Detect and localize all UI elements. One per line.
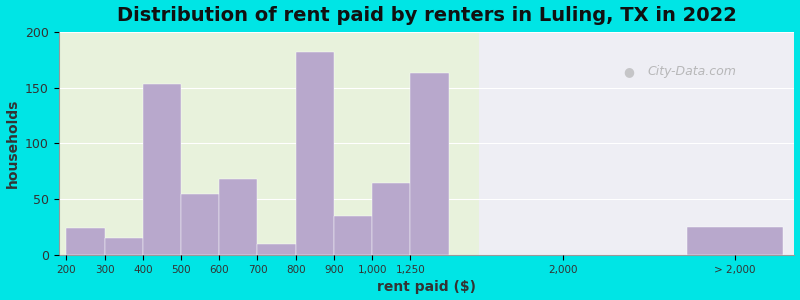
Text: ●: ● (623, 65, 634, 78)
X-axis label: rent paid ($): rent paid ($) (377, 280, 476, 294)
Bar (296, 52, 334, 255)
Bar (334, 216, 372, 255)
Bar (258, 244, 296, 255)
Bar (58, 32, 479, 255)
Bar (687, 227, 783, 255)
Bar (372, 182, 410, 255)
Bar (181, 194, 219, 255)
Bar (410, 73, 449, 255)
Bar (219, 179, 258, 255)
Bar (142, 84, 181, 255)
Text: City-Data.com: City-Data.com (647, 65, 736, 78)
Title: Distribution of rent paid by renters in Luling, TX in 2022: Distribution of rent paid by renters in … (117, 6, 737, 25)
Y-axis label: households: households (6, 99, 19, 188)
Bar (105, 238, 142, 255)
Bar (479, 32, 794, 255)
Bar (66, 228, 105, 255)
